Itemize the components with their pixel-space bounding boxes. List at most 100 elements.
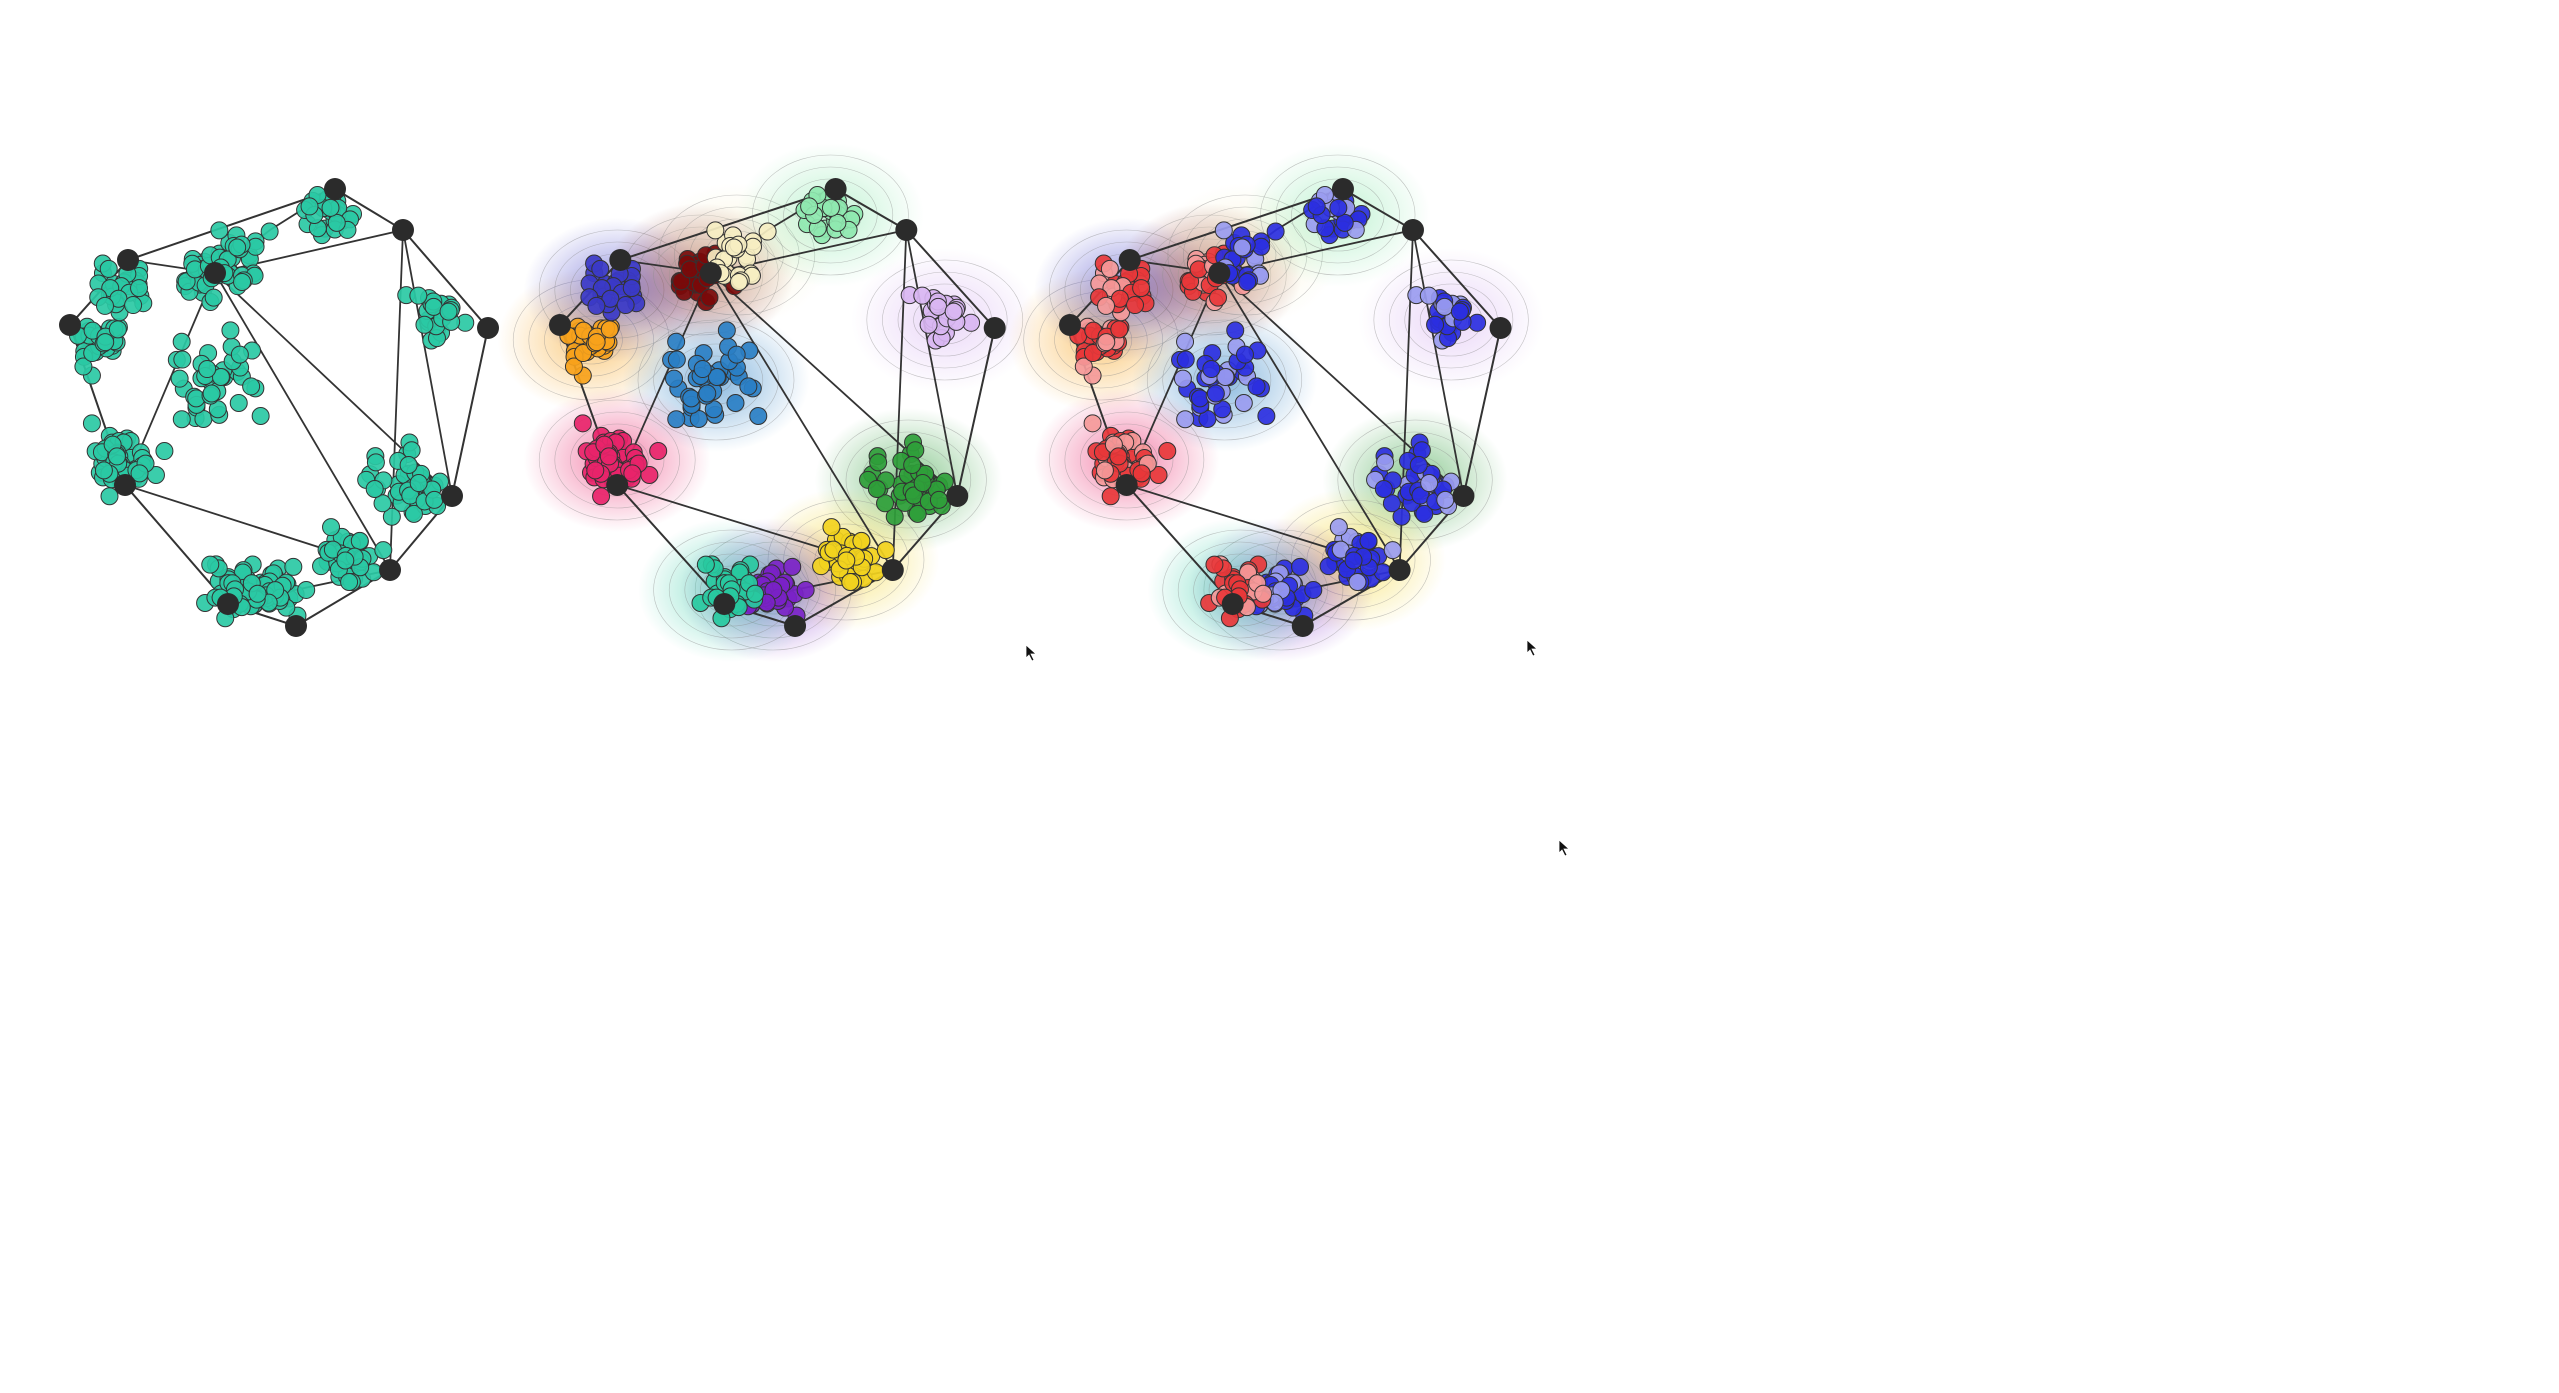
data-point bbox=[564, 357, 583, 376]
data-point bbox=[1409, 456, 1428, 475]
data-point bbox=[592, 487, 611, 506]
data-point bbox=[297, 580, 316, 599]
data-point bbox=[707, 368, 726, 387]
data-point bbox=[622, 279, 641, 298]
data-point bbox=[706, 221, 725, 240]
data-point bbox=[233, 272, 252, 291]
data-point bbox=[1359, 531, 1378, 550]
anchor-vertex bbox=[549, 314, 571, 336]
data-point bbox=[1176, 410, 1195, 429]
anchor-edge bbox=[214, 272, 391, 571]
anchor-edge bbox=[710, 272, 894, 571]
data-point bbox=[211, 368, 230, 387]
data-point bbox=[1213, 400, 1232, 419]
data-point bbox=[1415, 504, 1434, 523]
data-point bbox=[340, 573, 359, 592]
density-contour bbox=[554, 411, 680, 509]
anchor-vertex bbox=[1489, 317, 1512, 339]
data-point bbox=[173, 350, 192, 369]
anchor-vertex bbox=[204, 262, 226, 284]
data-point bbox=[1226, 321, 1245, 340]
data-point bbox=[260, 222, 279, 241]
data-point bbox=[409, 474, 428, 493]
data-point bbox=[1329, 198, 1348, 217]
data-point bbox=[729, 272, 748, 291]
data-point bbox=[229, 393, 248, 412]
data-point bbox=[155, 442, 174, 461]
data-point bbox=[944, 302, 963, 321]
data-point bbox=[885, 507, 904, 526]
data-point bbox=[251, 407, 270, 426]
data-point bbox=[1383, 541, 1402, 560]
data-point bbox=[1097, 296, 1116, 315]
data-point bbox=[913, 474, 932, 493]
data-point bbox=[682, 389, 701, 408]
data-point bbox=[908, 504, 927, 523]
anchor-vertex bbox=[1388, 559, 1411, 581]
density-contour bbox=[1260, 154, 1416, 276]
anchor-vertex bbox=[946, 485, 969, 507]
data-point bbox=[821, 198, 840, 217]
density-contour bbox=[1275, 166, 1400, 264]
data-point bbox=[1190, 389, 1209, 408]
data-point bbox=[1392, 507, 1411, 526]
data-point bbox=[700, 288, 719, 307]
density-contour bbox=[1291, 178, 1385, 252]
data-point bbox=[365, 479, 384, 498]
data-point bbox=[1257, 407, 1276, 426]
data-point bbox=[600, 320, 619, 339]
data-point bbox=[1382, 494, 1401, 513]
anchor-vertex bbox=[1118, 249, 1141, 271]
data-point bbox=[373, 494, 392, 513]
data-point bbox=[1254, 584, 1273, 603]
data-point bbox=[1132, 279, 1151, 298]
data-point bbox=[1435, 297, 1454, 316]
data-point bbox=[83, 344, 102, 363]
cursor-layer bbox=[1025, 639, 1571, 857]
data-point bbox=[1235, 345, 1254, 364]
data-point bbox=[1291, 557, 1310, 576]
anchor-vertex bbox=[324, 178, 346, 200]
data-point bbox=[221, 321, 240, 340]
data-point bbox=[172, 332, 191, 351]
data-point bbox=[667, 410, 686, 429]
data-point bbox=[1214, 221, 1233, 240]
data-point bbox=[1206, 384, 1225, 403]
data-point bbox=[1209, 288, 1228, 307]
data-point bbox=[399, 456, 418, 475]
data-point bbox=[1329, 518, 1348, 537]
data-point bbox=[1307, 197, 1326, 216]
panel-cluster-colored-projection bbox=[497, 143, 1039, 662]
data-point bbox=[1205, 555, 1224, 574]
data-point bbox=[1376, 453, 1395, 472]
anchor-vertex bbox=[606, 474, 629, 496]
density-contour bbox=[767, 166, 894, 264]
data-point bbox=[693, 360, 712, 379]
data-point bbox=[336, 551, 355, 570]
data-point bbox=[1238, 272, 1257, 291]
data-point bbox=[599, 447, 618, 466]
anchor-vertex bbox=[285, 615, 307, 637]
cursor-arrow-icon bbox=[1526, 639, 1539, 657]
anchor-vertex bbox=[895, 219, 918, 241]
density-contour bbox=[653, 331, 779, 429]
data-point bbox=[649, 442, 668, 461]
data-point bbox=[1110, 320, 1129, 339]
data-point bbox=[749, 407, 768, 426]
data-point bbox=[124, 296, 143, 315]
data-point bbox=[96, 333, 115, 352]
data-point bbox=[94, 461, 113, 480]
anchor-vertex bbox=[1115, 474, 1138, 496]
data-point bbox=[1126, 296, 1145, 315]
data-point bbox=[201, 555, 220, 574]
data-point bbox=[601, 289, 620, 308]
data-point bbox=[1247, 377, 1266, 396]
anchor-vertex bbox=[1221, 593, 1244, 615]
data-point bbox=[350, 531, 369, 550]
data-point bbox=[404, 504, 423, 523]
data-point bbox=[322, 518, 341, 537]
data-point bbox=[783, 557, 802, 576]
data-point bbox=[230, 345, 249, 364]
data-point bbox=[130, 464, 149, 483]
